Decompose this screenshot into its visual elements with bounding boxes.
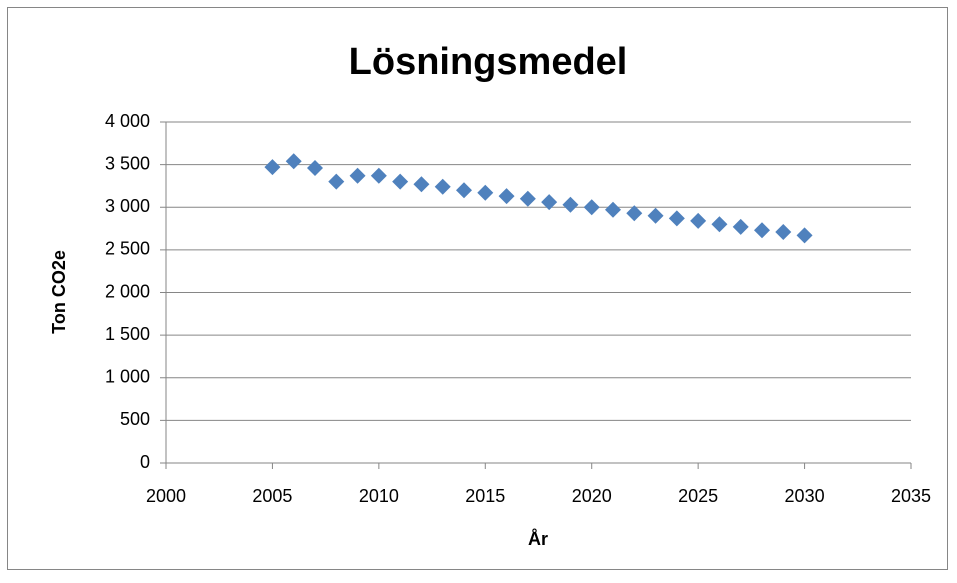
- point: [477, 184, 494, 201]
- x-tick-label: 2005: [252, 486, 292, 506]
- point: [732, 218, 749, 235]
- point: [498, 188, 515, 205]
- y-tick-label: 1 000: [105, 367, 150, 387]
- chart-border: [7, 7, 948, 570]
- point: [285, 153, 302, 170]
- y-tick-label: 2 000: [105, 281, 150, 301]
- point: [605, 201, 621, 218]
- x-tick-label: 2025: [678, 486, 718, 506]
- y-tick-label: 0: [140, 452, 150, 472]
- point: [626, 205, 643, 222]
- point: [264, 159, 281, 176]
- point: [456, 182, 472, 199]
- point: [796, 227, 813, 244]
- point: [562, 196, 579, 213]
- x-tick-label: 2000: [146, 486, 186, 506]
- y-tick-label: 2 500: [105, 239, 150, 259]
- x-tick-label: 2030: [785, 486, 825, 506]
- y-tick-label: 4 000: [105, 111, 150, 131]
- point: [307, 160, 323, 177]
- point: [668, 210, 685, 227]
- point: [392, 173, 409, 190]
- point: [583, 199, 600, 216]
- point: [647, 207, 664, 224]
- y-tick-label: 3 000: [105, 196, 150, 216]
- x-tick-label: 2015: [465, 486, 505, 506]
- point: [328, 173, 345, 190]
- x-axis-label: År: [528, 529, 548, 549]
- point: [775, 223, 792, 240]
- x-tick-label: 2035: [891, 486, 931, 506]
- y-tick-label: 500: [120, 409, 150, 429]
- y-tick-label: 3 500: [105, 153, 150, 173]
- point: [349, 167, 366, 184]
- point: [541, 194, 558, 211]
- point: [519, 190, 536, 207]
- chart-title: Lösningsmedel: [349, 41, 628, 83]
- point: [690, 212, 707, 229]
- x-tick-label: 2020: [572, 486, 612, 506]
- point: [711, 216, 728, 233]
- point: [434, 178, 451, 195]
- y-tick-label: 1 500: [105, 324, 150, 344]
- point: [754, 222, 770, 239]
- point: [370, 167, 387, 184]
- x-tick-label: 2010: [359, 486, 399, 506]
- y-axis-label: Ton CO2e: [49, 250, 69, 334]
- point: [413, 176, 430, 193]
